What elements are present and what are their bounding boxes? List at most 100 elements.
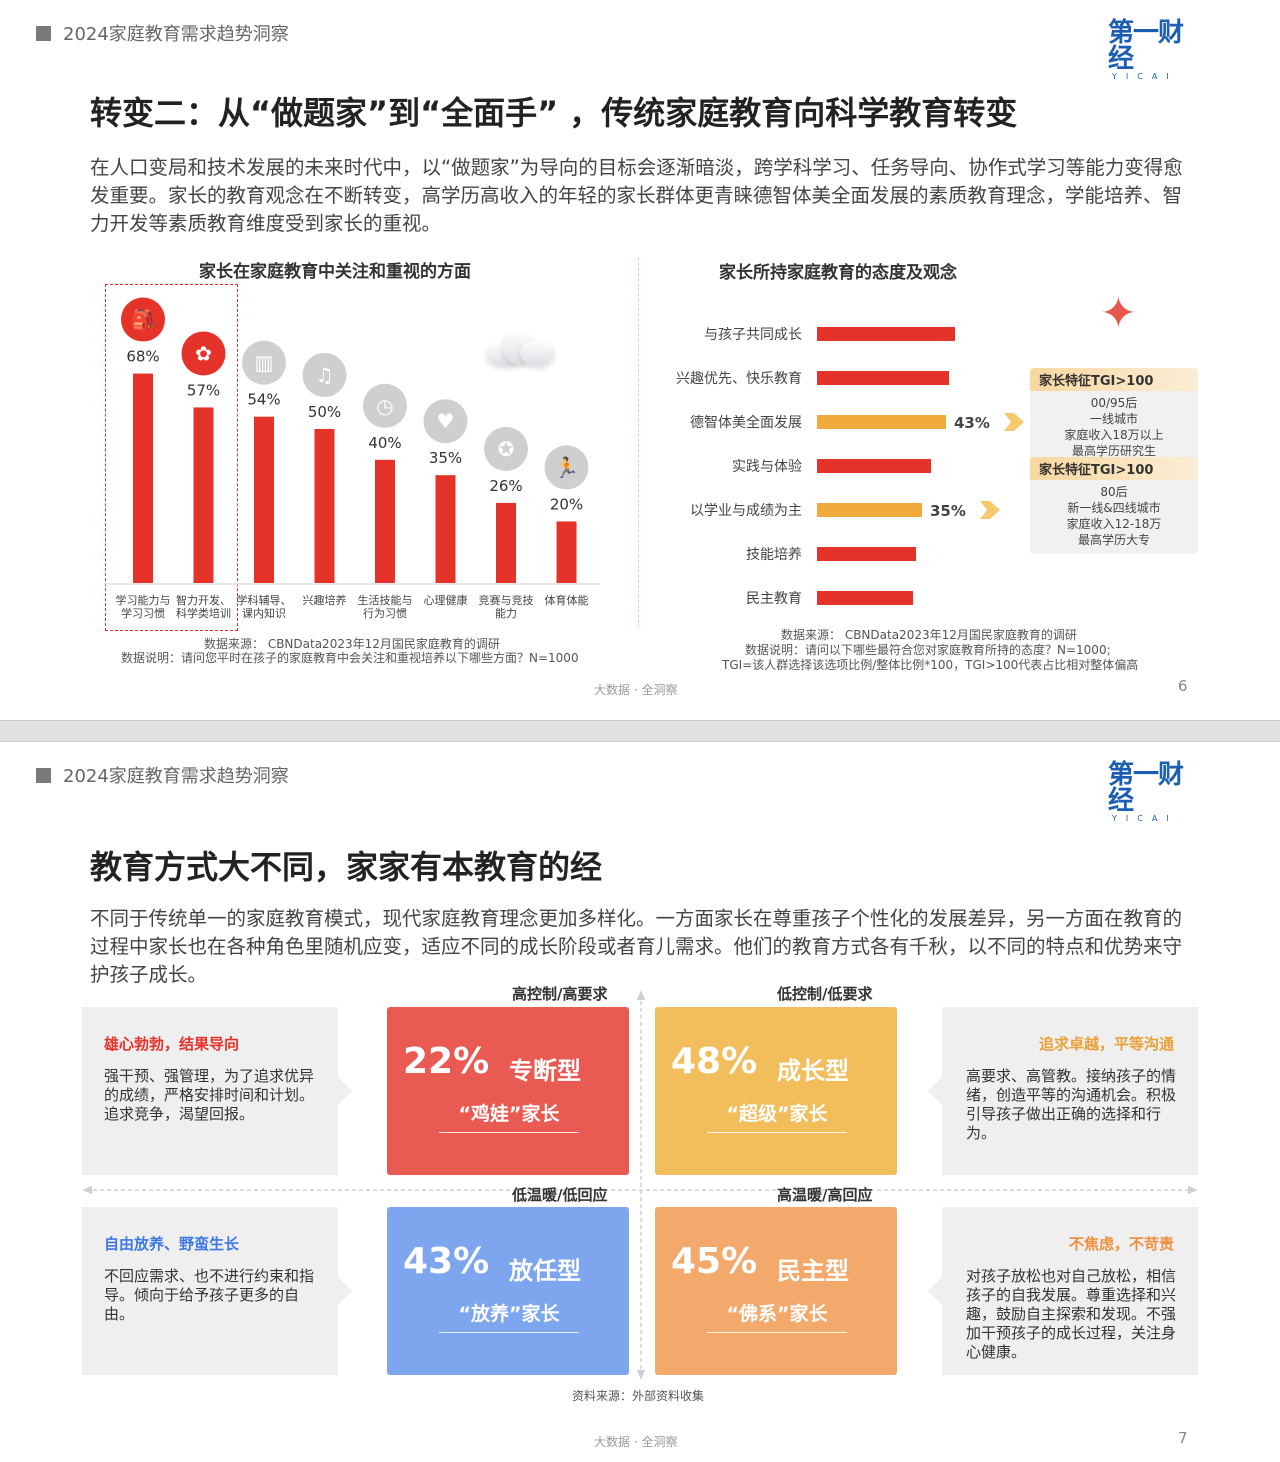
card-democratic: 45% 民主型 “佛系”家长	[655, 1207, 897, 1375]
desc-body: 高要求、高管教。接纳孩子的情绪，创造平等的沟通机会。积极引导孩子做出正确的选择和…	[966, 1067, 1177, 1142]
page-number: 7	[1178, 1429, 1188, 1447]
bar-value-label: 40%	[368, 434, 401, 452]
page-separator	[0, 720, 1280, 742]
tgi-box-1-line: 一线城市	[1089, 412, 1138, 426]
axis-label-high-warmth: 高温暖/高回应	[777, 1186, 873, 1204]
card-growth: 48% 成长型 “超级”家长	[655, 1007, 897, 1175]
logo-subtext: YICAI	[1112, 814, 1178, 823]
logo-text: 第一财经	[1108, 18, 1184, 74]
quadrant-axes	[82, 990, 1198, 1380]
bar	[817, 327, 955, 341]
axis-label-high-control: 高控制/高要求	[512, 985, 608, 1003]
card-type: 成长型	[777, 1057, 849, 1085]
category-label: 行为习惯	[363, 606, 407, 620]
left-source-note: 数据来源： CBNData2023年12月国民家庭教育的调研	[204, 637, 500, 651]
bar-value-label: 43%	[954, 414, 990, 432]
highlight-dashed-box	[105, 284, 238, 631]
cloud-icon	[486, 330, 554, 366]
desc-pointer	[338, 1077, 352, 1105]
card-percent: 45%	[671, 1241, 758, 1282]
page-number: 6	[1178, 677, 1188, 695]
desc-box-democratic: 不焦虑，不苛责 对孩子放松也对自己放松，相信孩子的自我发展。尊重选择和兴趣，鼓励…	[942, 1207, 1198, 1375]
category-label: 课内知识	[242, 606, 286, 620]
desc-body: 强干预、强管理，为了追求优异的成绩，严格安排时间和计划。追求竞争，渴望回报。	[104, 1067, 315, 1123]
card-label: “超级”家长	[707, 1099, 847, 1133]
tgi-box-2: 家长特征TGI>100 80后 新一线&四线城市 家庭收入12-18万 最高学历…	[1030, 457, 1198, 554]
card-type: 专断型	[509, 1057, 581, 1085]
card-label: “佛系”家长	[707, 1299, 847, 1333]
footer-brand: 大数据 · 全洞察	[594, 683, 678, 697]
music-icon: ♫	[316, 363, 334, 387]
desc-box-growth: 追求卓越，平等沟通 高要求、高管教。接纳孩子的情绪，创造平等的沟通机会。积极引导…	[942, 1007, 1198, 1175]
card-percent: 43%	[403, 1241, 490, 1282]
books-icon-bg	[242, 340, 286, 385]
header-square-icon	[36, 25, 51, 41]
category-label: 学科辅导、	[237, 593, 292, 607]
bar-value-label: 26%	[489, 477, 522, 495]
tgi-box-1-line: 00/95后	[1090, 396, 1138, 410]
chart-divider	[638, 258, 639, 628]
clock-icon: ◷	[376, 394, 393, 418]
yicai-logo: 第一财经 YICAI	[1108, 20, 1200, 81]
report-header: 2024家庭教育需求趋势洞察	[36, 20, 289, 46]
sparkle-icon: ✦	[1100, 288, 1137, 339]
category-label: 以学业与成绩为主	[690, 503, 802, 519]
footer-brand: 大数据 · 全洞察	[594, 1435, 678, 1449]
bar	[817, 415, 946, 429]
tgi-box-1: 家长特征TGI>100 00/95后 一线城市 家庭收入18万以上 最高学历研究…	[1030, 368, 1198, 465]
category-label: 与孩子共同成长	[704, 327, 802, 343]
category-label: 智力开发、	[176, 593, 231, 607]
bar	[556, 521, 577, 583]
music-icon-bg	[302, 353, 347, 397]
intro-paragraph: 在人口变局和技术发展的未来时代中，以“做题家”为导向的目标会逐渐暗淡，跨学科学习…	[90, 156, 1183, 235]
category-label: 实践与体验	[732, 459, 802, 475]
tgi-box-1-line: 家庭收入18万以上	[1064, 428, 1164, 442]
left-chart-title: 家长在家庭教育中关注和重视的方面	[199, 262, 471, 282]
category-label: 心理健康	[424, 593, 468, 607]
right-chart-title: 家长所持家庭教育的态度及观念	[719, 263, 957, 283]
clock-icon-bg	[363, 383, 407, 428]
desc-heading: 雄心勃勃，结果导向	[104, 1035, 240, 1053]
category-label: 技能培养	[746, 547, 802, 563]
bar	[817, 459, 931, 473]
page-title: 转变二：从“做题家”到“全面手” ，传统家庭教育向科学教育转变	[90, 94, 1018, 132]
books-icon: ▥	[255, 351, 274, 375]
bar	[496, 502, 516, 583]
card-permissive: 43% 放任型 “放养”家长	[387, 1207, 629, 1375]
card-percent: 48%	[671, 1041, 758, 1082]
arrow-right-icon	[1004, 413, 1024, 431]
tgi-box-2-line: 新一线&四线城市	[1067, 501, 1161, 515]
bar	[133, 373, 153, 583]
brain-icon: ✿	[195, 341, 212, 365]
tgi-box-1-title: 家长特征TGI>100	[1030, 368, 1198, 391]
bar-value-label: 54%	[247, 391, 280, 409]
bar	[193, 407, 214, 583]
page-title: 教育方式大不同，家家有本教育的经	[90, 848, 603, 886]
bar-value-label: 35%	[429, 449, 462, 467]
bar-value-label: 68%	[126, 348, 159, 366]
medal-icon: ✪	[498, 437, 515, 461]
desc-heading: 不焦虑，不苛责	[1068, 1235, 1174, 1253]
category-label: 生活技能与	[358, 593, 413, 607]
category-label: 学习能力与	[116, 593, 171, 607]
category-label: 体育体能	[545, 593, 589, 607]
card-percent: 22%	[403, 1041, 490, 1082]
category-label: 竞赛与竞技	[479, 593, 534, 607]
axis-label-low-control: 低控制/低要求	[777, 985, 873, 1003]
right-tgi-note: TGI=该人群选择该选项比例/整体比例*100，TGI>100代表占比相对整体偏…	[722, 658, 1139, 672]
tgi-box-2-line: 家庭收入12-18万	[1066, 517, 1162, 531]
category-label: 兴趣培养	[303, 593, 347, 607]
desc-box-permissive: 自由放养、野蛮生长 不回应需求、也不进行约束和指导。倾向于给予孩子更多的自由。	[82, 1207, 338, 1375]
bar	[254, 416, 274, 583]
intro-paragraph: 不同于传统单一的家庭教育模式，现代家庭教育理念更加多样化。一方面家长在尊重孩子个…	[90, 907, 1183, 986]
bar-value-label: 20%	[550, 495, 583, 513]
bar-value-label: 35%	[930, 502, 966, 520]
backpack-icon: 🎒	[131, 308, 156, 332]
desc-box-authoritarian: 雄心勃勃，结果导向 强干预、强管理，为了追求优异的成绩，严格安排时间和计划。追求…	[82, 1007, 338, 1175]
bar-value-label: 57%	[187, 381, 220, 399]
axis-label-low-warmth: 低温暖/低回应	[512, 1186, 608, 1204]
desc-body: 不回应需求、也不进行约束和指导。倾向于给予孩子更多的自由。	[104, 1267, 315, 1323]
desc-heading: 自由放养、野蛮生长	[104, 1235, 240, 1253]
